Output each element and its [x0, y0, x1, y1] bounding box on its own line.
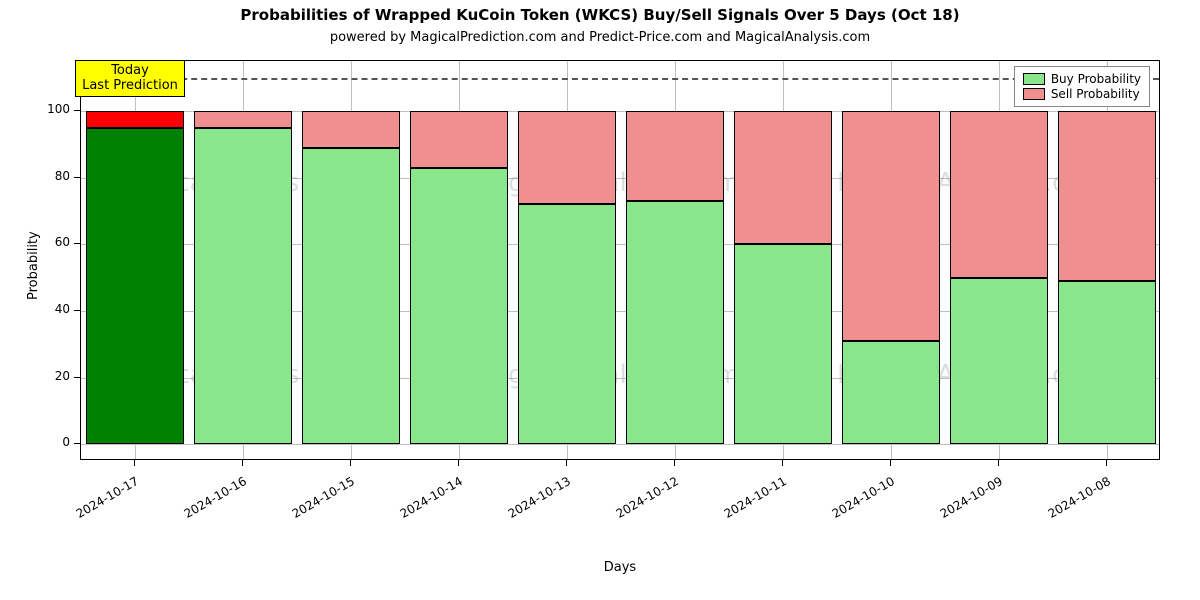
legend-label: Sell Probability: [1051, 87, 1140, 101]
y-tick-mark: [74, 177, 80, 178]
y-tick-label: 20: [14, 369, 70, 383]
legend-swatch: [1023, 73, 1045, 85]
bar-sell: [950, 111, 1047, 278]
bar-buy: [518, 204, 615, 444]
x-tick-label: 2024-10-11: [695, 474, 789, 536]
x-tick-label: 2024-10-14: [371, 474, 465, 536]
y-tick-mark: [74, 243, 80, 244]
x-tick-mark: [458, 460, 459, 466]
legend: Buy ProbabilitySell Probability: [1014, 66, 1150, 107]
bar-sell: [410, 111, 507, 168]
x-tick-label: 2024-10-13: [479, 474, 573, 536]
x-tick-mark: [782, 460, 783, 466]
x-tick-label: 2024-10-17: [47, 474, 141, 536]
bar-sell: [1058, 111, 1155, 281]
y-tick-mark: [74, 110, 80, 111]
legend-swatch: [1023, 88, 1045, 100]
bar-sell: [518, 111, 615, 204]
bar-buy: [950, 278, 1047, 445]
plot-area: MagicalAnalysis.comMagicalAnalysis.comMa…: [80, 60, 1160, 460]
chart-subtitle: powered by MagicalPrediction.com and Pre…: [0, 30, 1200, 45]
x-tick-label: 2024-10-10: [803, 474, 897, 536]
legend-item: Buy Probability: [1023, 72, 1141, 86]
chart-container: Probabilities of Wrapped KuCoin Token (W…: [0, 0, 1200, 600]
bar-buy: [842, 341, 939, 444]
x-axis-label: Days: [80, 560, 1160, 575]
y-tick-mark: [74, 377, 80, 378]
x-tick-label: 2024-10-12: [587, 474, 681, 536]
x-tick-mark: [998, 460, 999, 466]
chart-title: Probabilities of Wrapped KuCoin Token (W…: [0, 6, 1200, 24]
legend-item: Sell Probability: [1023, 87, 1141, 101]
bar-buy: [86, 128, 183, 445]
x-tick-label: 2024-10-08: [1019, 474, 1113, 536]
y-tick-label: 80: [14, 169, 70, 183]
bar-sell: [842, 111, 939, 341]
x-tick-mark: [566, 460, 567, 466]
x-tick-mark: [242, 460, 243, 466]
bar-sell: [194, 111, 291, 128]
x-tick-mark: [1106, 460, 1107, 466]
x-tick-label: 2024-10-16: [155, 474, 249, 536]
bar-buy: [194, 128, 291, 445]
y-tick-label: 60: [14, 235, 70, 249]
bar-buy: [302, 148, 399, 445]
bar-buy: [626, 201, 723, 444]
y-tick-label: 0: [14, 435, 70, 449]
bar-sell: [302, 111, 399, 148]
bar-buy: [734, 244, 831, 444]
bar-sell: [734, 111, 831, 244]
bar-buy: [1058, 281, 1155, 444]
reference-dashed-line: [81, 78, 1159, 80]
legend-label: Buy Probability: [1051, 72, 1141, 86]
x-tick-mark: [134, 460, 135, 466]
x-tick-label: 2024-10-09: [911, 474, 1005, 536]
x-tick-label: 2024-10-15: [263, 474, 357, 536]
y-tick-label: 40: [14, 302, 70, 316]
x-tick-mark: [350, 460, 351, 466]
bar-sell: [86, 111, 183, 128]
y-tick-label: 100: [14, 102, 70, 116]
x-tick-mark: [674, 460, 675, 466]
y-tick-mark: [74, 310, 80, 311]
annotation-today: Today Last Prediction: [75, 60, 185, 97]
y-tick-mark: [74, 443, 80, 444]
x-tick-mark: [890, 460, 891, 466]
bar-buy: [410, 168, 507, 445]
bar-sell: [626, 111, 723, 201]
